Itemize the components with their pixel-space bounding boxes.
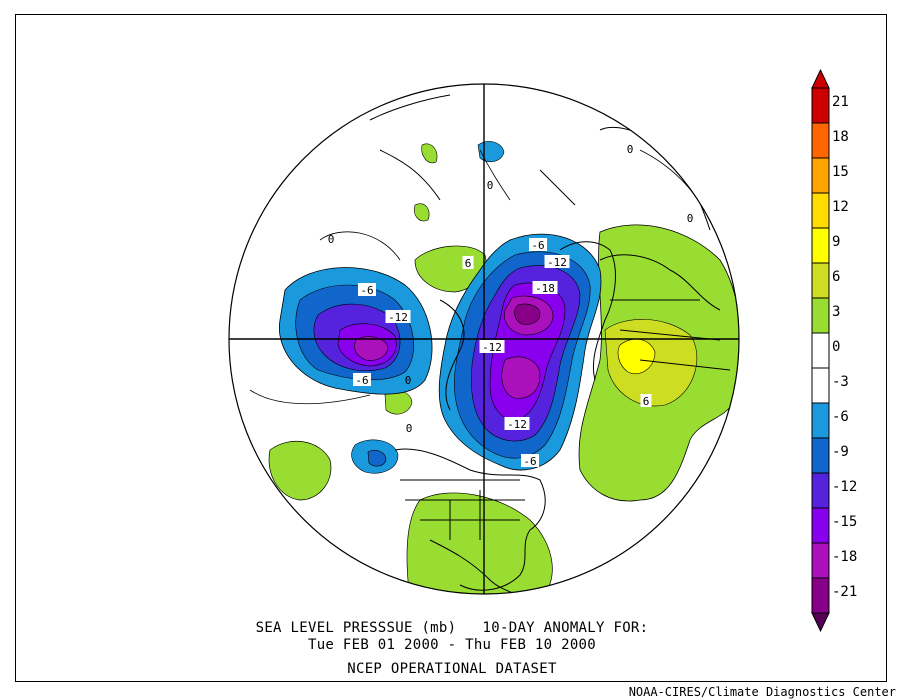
- contour-label-box: [353, 373, 371, 386]
- contour-label: -12: [388, 311, 408, 324]
- colorbar-swatch: [811, 227, 830, 264]
- colorbar-tick-label: -3: [832, 374, 849, 390]
- contour-label-box: [529, 238, 547, 251]
- colorbar-swatch: [811, 87, 830, 124]
- colorbar-swatch: [811, 402, 830, 439]
- contour-label: 6: [643, 395, 650, 408]
- colorbar-tick-label: 3: [832, 304, 840, 320]
- credit-line: NOAA-CIRES/Climate Diagnostics Center: [628, 685, 896, 699]
- contour-label: -18: [535, 282, 555, 295]
- colorbar-tick-label: -18: [832, 549, 857, 565]
- contour-label: 0: [487, 179, 494, 192]
- colorbar-tick-label: -6: [832, 409, 849, 425]
- figure-frame: [15, 14, 887, 682]
- contour-label: 0: [687, 212, 694, 225]
- colorbar-swatch: [811, 297, 830, 334]
- colorbar-bottom-cap: [811, 612, 830, 633]
- contour-label: 0: [328, 233, 335, 246]
- colorbar-tick-label: 6: [832, 269, 840, 285]
- colorbar: 21 18 15 12 9 6 3 0 -3 -6 -9 -12 -15 -18 -21: [811, 68, 857, 633]
- figure-title-line-1: SEA LEVEL PRESSSUE (mb) 10-DAY ANOMALY F…: [255, 620, 649, 636]
- contour-label: 6: [465, 257, 472, 270]
- contour-label: -6: [531, 239, 544, 252]
- colorbar-top-cap: [811, 68, 830, 89]
- colorbar-tick-label: 9: [832, 234, 840, 250]
- colorbar-swatch: [811, 157, 830, 194]
- colorbar-tick-label: 0: [832, 339, 840, 355]
- colorbar-tick-label: 15: [832, 164, 849, 180]
- contour-label: -12: [547, 256, 567, 269]
- colorbar-swatch: [811, 507, 830, 544]
- colorbar-swatch: [811, 122, 830, 159]
- colorbar-tick-label: -21: [832, 584, 857, 600]
- contour-label: -6: [523, 455, 536, 468]
- colorbar-tick-label: 18: [832, 129, 849, 145]
- colorbar-swatch: [811, 367, 830, 404]
- contour-label: 0: [405, 374, 412, 387]
- contour-label-box: [521, 454, 539, 467]
- figure-title-line-3: NCEP OPERATIONAL DATASET: [347, 661, 557, 677]
- contour-label-box: [532, 281, 558, 294]
- contour-label-box: [640, 394, 652, 407]
- contour-label-box: [544, 255, 570, 268]
- contour-label-box: [358, 283, 376, 296]
- contour-label: 0: [627, 143, 634, 156]
- colorbar-tick-label: 12: [832, 199, 849, 215]
- colorbar-swatch: [811, 262, 830, 299]
- contour-label-box: [462, 256, 474, 269]
- colorbar-swatch: [811, 437, 830, 474]
- colorbar-tick-label: -9: [832, 444, 849, 460]
- colorbar-swatch: [811, 332, 830, 369]
- colorbar-swatch: [811, 577, 830, 614]
- colorbar-swatch: [811, 542, 830, 579]
- contour-label: -6: [355, 374, 368, 387]
- positive-anomaly-pacific: [268, 441, 332, 501]
- map-boundary: [228, 83, 740, 595]
- coastlines: [369, 94, 731, 594]
- contour-label-box: [479, 340, 505, 353]
- map-disc-content: [229, 84, 739, 594]
- contour-label: 0: [406, 422, 413, 435]
- figure-title-line-2: Tue FEB 01 2000 - Thu FEB 10 2000: [307, 637, 597, 653]
- contour-label: -12: [482, 341, 502, 354]
- contour-label-box: [385, 310, 411, 323]
- contour-label-box: [504, 417, 530, 430]
- colorbar-tick-label: -15: [832, 514, 857, 530]
- colorbar-swatch: [811, 472, 830, 509]
- colorbar-swatch: [811, 192, 830, 229]
- colorbar-tick-label: -12: [832, 479, 857, 495]
- contour-label: -12: [507, 418, 527, 431]
- contour-label: -6: [360, 284, 373, 297]
- colorbar-tick-label: 21: [832, 94, 849, 110]
